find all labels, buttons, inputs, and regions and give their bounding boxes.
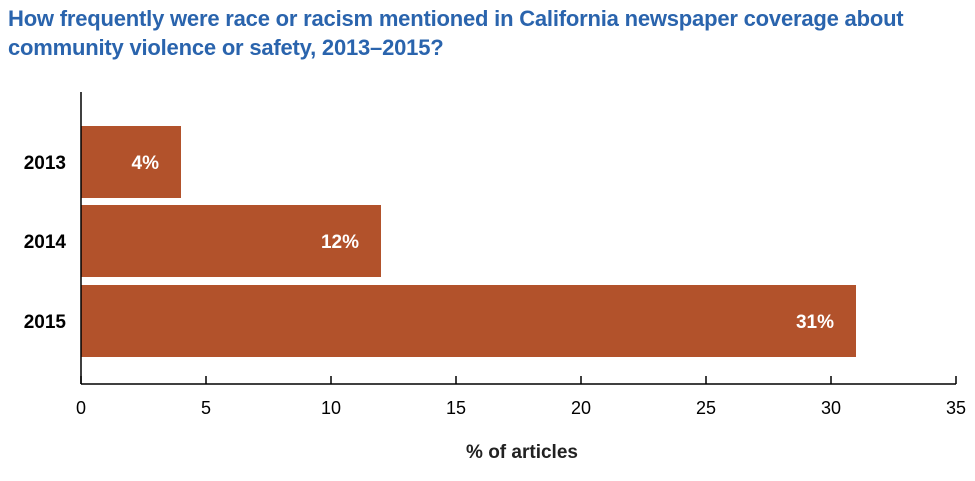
x-tick-label-30: 30: [821, 398, 841, 418]
x-ticks-group: 0 5 10 15 20 25 30 35: [76, 376, 966, 418]
category-label-2014: 2014: [24, 232, 67, 253]
axes-group: [80, 92, 956, 385]
bars-group: [81, 126, 856, 357]
x-tick-label-25: 25: [696, 398, 716, 418]
data-labels-group: 4% 12% 31%: [132, 153, 835, 333]
bar-2015: [81, 285, 856, 357]
category-labels-group: 2013 2014 2015: [24, 153, 67, 333]
bar-2013: [81, 126, 181, 198]
data-label-2014: 12%: [321, 232, 359, 253]
x-tick-label-20: 20: [571, 398, 591, 418]
x-tick-label-10: 10: [321, 398, 341, 418]
category-label-2015: 2015: [24, 312, 67, 333]
x-tick-label-15: 15: [446, 398, 466, 418]
chart-title: How frequently were race or racism menti…: [8, 6, 904, 60]
data-label-2015: 31%: [796, 312, 834, 333]
x-axis-title: % of articles: [466, 442, 578, 463]
bar-2014: [81, 205, 381, 277]
data-label-2013: 4%: [132, 153, 160, 174]
x-tick-label-5: 5: [201, 398, 211, 418]
x-tick-label-0: 0: [76, 398, 86, 418]
x-tick-label-35: 35: [946, 398, 966, 418]
category-label-2013: 2013: [24, 153, 66, 174]
